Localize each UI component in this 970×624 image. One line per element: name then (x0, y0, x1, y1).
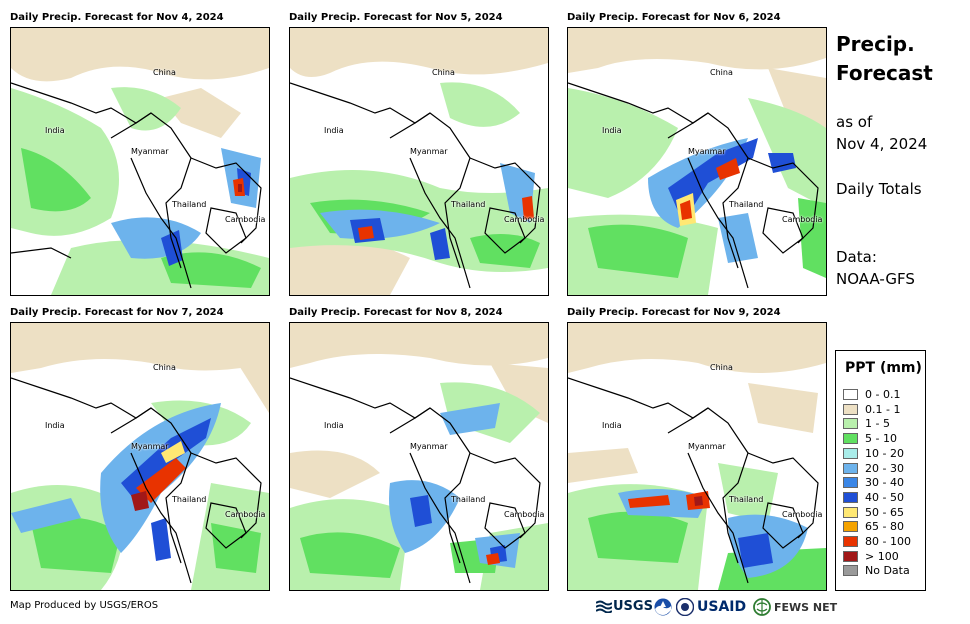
sidebar-title: Precip. Forecast (836, 30, 933, 88)
precip-map (289, 322, 549, 591)
label-myanmar: Myanmar (410, 147, 448, 156)
label-india: India (324, 126, 344, 135)
noaa-logo-icon (654, 598, 672, 616)
as-of-label: as of (836, 113, 873, 131)
daily-totals-label: Daily Totals (836, 180, 922, 198)
legend-swatch (843, 403, 858, 415)
fews-net-logo: FEWS NET (774, 601, 838, 614)
legend-swatch (843, 418, 858, 430)
legend-label: > 100 (865, 549, 899, 563)
legend-swatch (843, 550, 858, 562)
label-thailand: Thailand (729, 200, 764, 209)
label-china: China (432, 68, 455, 77)
usgs-logo: USGS (613, 599, 653, 614)
label-myanmar: Myanmar (688, 442, 726, 451)
legend-label: 80 - 100 (865, 535, 911, 548)
sidebar-title-line2: Forecast (836, 61, 933, 85)
label-cambodia: Cambodia (225, 215, 266, 224)
label-myanmar: Myanmar (410, 442, 448, 451)
label-cambodia: Cambodia (225, 510, 266, 519)
data-source: NOAA-GFS (836, 270, 915, 288)
legend-swatch (843, 389, 858, 400)
legend-label: 50 - 65 (865, 505, 904, 519)
label-china: China (710, 68, 733, 77)
legend-label: 65 - 80 (865, 520, 904, 534)
legend-label: 10 - 20 (865, 446, 904, 460)
label-cambodia: Cambodia (782, 215, 823, 224)
legend-swatch (843, 506, 858, 518)
legend-swatch (843, 462, 858, 474)
panel-title: Daily Precip. Forecast for Nov 4, 2024 (10, 12, 224, 23)
map-credit: Map Produced by USGS/EROS (10, 600, 159, 611)
legend-swatch (843, 521, 858, 533)
label-myanmar: Myanmar (131, 147, 169, 156)
legend-label: 5 - 10 (865, 432, 897, 446)
label-thailand: Thailand (172, 495, 207, 504)
panel-title: Daily Precip. Forecast for Nov 5, 2024 (289, 12, 503, 23)
legend-title: PPT (mm) (845, 360, 922, 376)
label-cambodia: Cambodia (504, 510, 545, 519)
label-india: India (602, 421, 622, 430)
panel-title: Daily Precip. Forecast for Nov 9, 2024 (567, 307, 781, 318)
label-cambodia: Cambodia (504, 215, 545, 224)
legend-swatch (843, 491, 858, 503)
sidebar-title-line1: Precip. (836, 32, 915, 56)
panel-title: Daily Precip. Forecast for Nov 8, 2024 (289, 307, 503, 318)
precip-map (10, 322, 270, 591)
legend-swatch (843, 477, 858, 489)
as-of-date: Nov 4, 2024 (836, 135, 928, 153)
legend-swatch (843, 447, 858, 459)
label-myanmar: Myanmar (131, 442, 169, 451)
legend-swatch (843, 565, 858, 577)
doc-seal-icon (676, 598, 694, 616)
label-india: India (602, 126, 622, 135)
legend-label: 0.1 - 1 (865, 402, 901, 416)
label-thailand: Thailand (451, 200, 486, 209)
precip-map (289, 27, 549, 296)
panel-title: Daily Precip. Forecast for Nov 6, 2024 (567, 12, 781, 23)
precip-map (567, 322, 827, 591)
label-thailand: Thailand (172, 200, 207, 209)
panel-title: Daily Precip. Forecast for Nov 7, 2024 (10, 307, 224, 318)
fews-globe-icon (753, 598, 771, 616)
usaid-logo: USAID (697, 599, 747, 615)
label-myanmar: Myanmar (688, 147, 726, 156)
legend-label: 0 - 0.1 (865, 388, 901, 401)
legend-label: 20 - 30 (865, 461, 904, 475)
label-china: China (710, 363, 733, 372)
label-cambodia: Cambodia (782, 510, 823, 519)
legend-swatch (843, 433, 858, 445)
label-thailand: Thailand (451, 495, 486, 504)
legend-label: No Data (865, 564, 910, 578)
precip-map (567, 27, 827, 296)
label-thailand: Thailand (729, 495, 764, 504)
label-china: China (153, 68, 176, 77)
label-china: China (153, 363, 176, 372)
legend-label: 40 - 50 (865, 490, 904, 504)
label-india: India (324, 421, 344, 430)
label-india: India (45, 421, 65, 430)
precip-map (10, 27, 270, 296)
data-label: Data: (836, 248, 877, 266)
legend-label: 30 - 40 (865, 476, 904, 490)
label-india: India (45, 126, 65, 135)
legend-label: 1 - 5 (865, 417, 890, 431)
usgs-wave-icon (596, 600, 612, 613)
legend-swatch (843, 536, 858, 547)
